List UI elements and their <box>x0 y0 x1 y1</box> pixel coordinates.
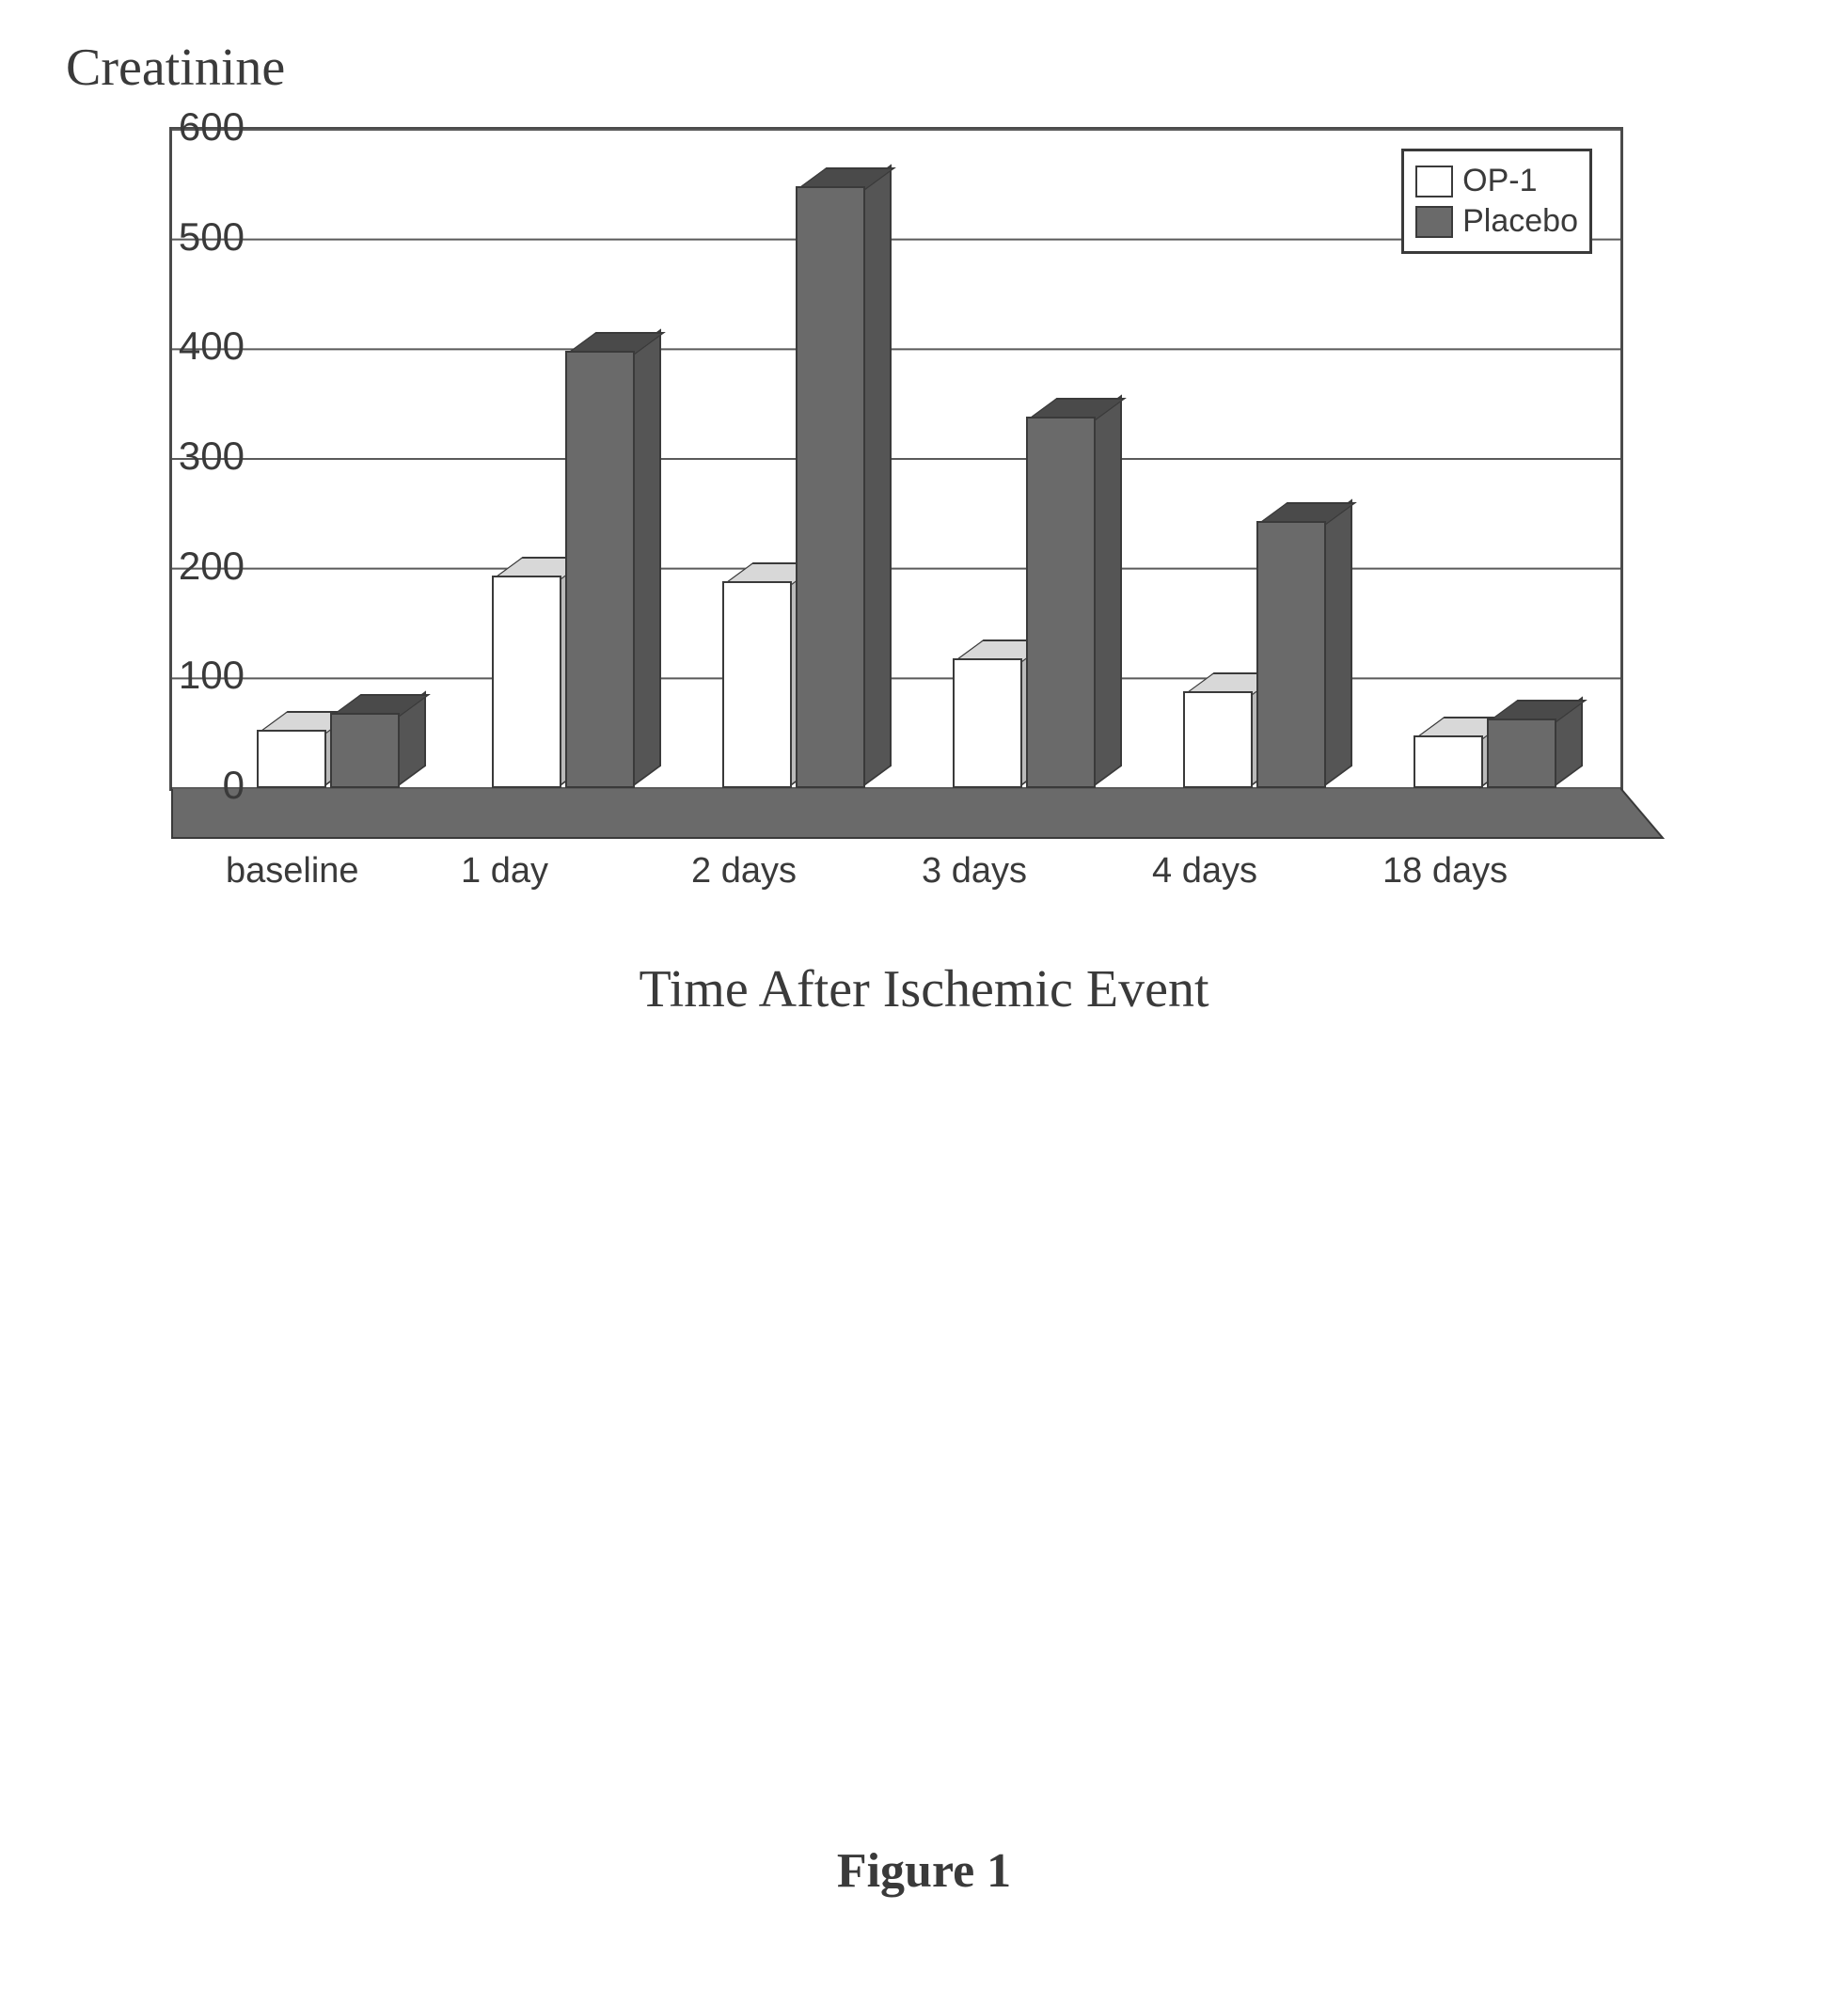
ytick-label: 200 <box>132 544 245 589</box>
figure-caption: Figure 1 <box>38 1843 1810 1899</box>
figure-container: Creatinine OP-1 Placebo 0100200300400500… <box>38 38 1810 1967</box>
xtick-label: 3 days <box>922 851 1027 892</box>
xtick-label: 2 days <box>691 851 797 892</box>
ytick-label: 0 <box>132 763 245 808</box>
plot-region: OP-1 Placebo <box>169 127 1623 791</box>
legend-swatch-op1 <box>1415 166 1453 197</box>
bar <box>1026 400 1120 788</box>
bar <box>565 334 659 788</box>
legend-swatch-placebo <box>1415 206 1453 238</box>
bar <box>330 696 424 788</box>
chart-area: OP-1 Placebo 0100200300400500600 baselin… <box>169 118 1712 889</box>
bar <box>1487 702 1581 788</box>
ytick-label: 600 <box>132 104 245 150</box>
chart-title: Creatinine <box>66 38 285 98</box>
xtick-label: baseline <box>226 851 359 892</box>
xtick-label: 4 days <box>1152 851 1257 892</box>
ytick-label: 100 <box>132 653 245 698</box>
legend-item-op1: OP-1 <box>1415 163 1578 199</box>
legend-box: OP-1 Placebo <box>1401 149 1592 254</box>
xtick-label: 1 day <box>461 851 548 892</box>
legend-label-op1: OP-1 <box>1462 163 1537 199</box>
ytick-label: 500 <box>132 214 245 260</box>
legend-label-placebo: Placebo <box>1462 203 1578 240</box>
legend-item-placebo: Placebo <box>1415 203 1578 240</box>
bar <box>1256 504 1350 788</box>
ytick-label: 300 <box>132 434 245 479</box>
x-axis-label: Time After Ischemic Event <box>38 959 1810 1019</box>
ytick-label: 400 <box>132 324 245 369</box>
bar <box>796 169 890 788</box>
xtick-label: 18 days <box>1382 851 1508 892</box>
